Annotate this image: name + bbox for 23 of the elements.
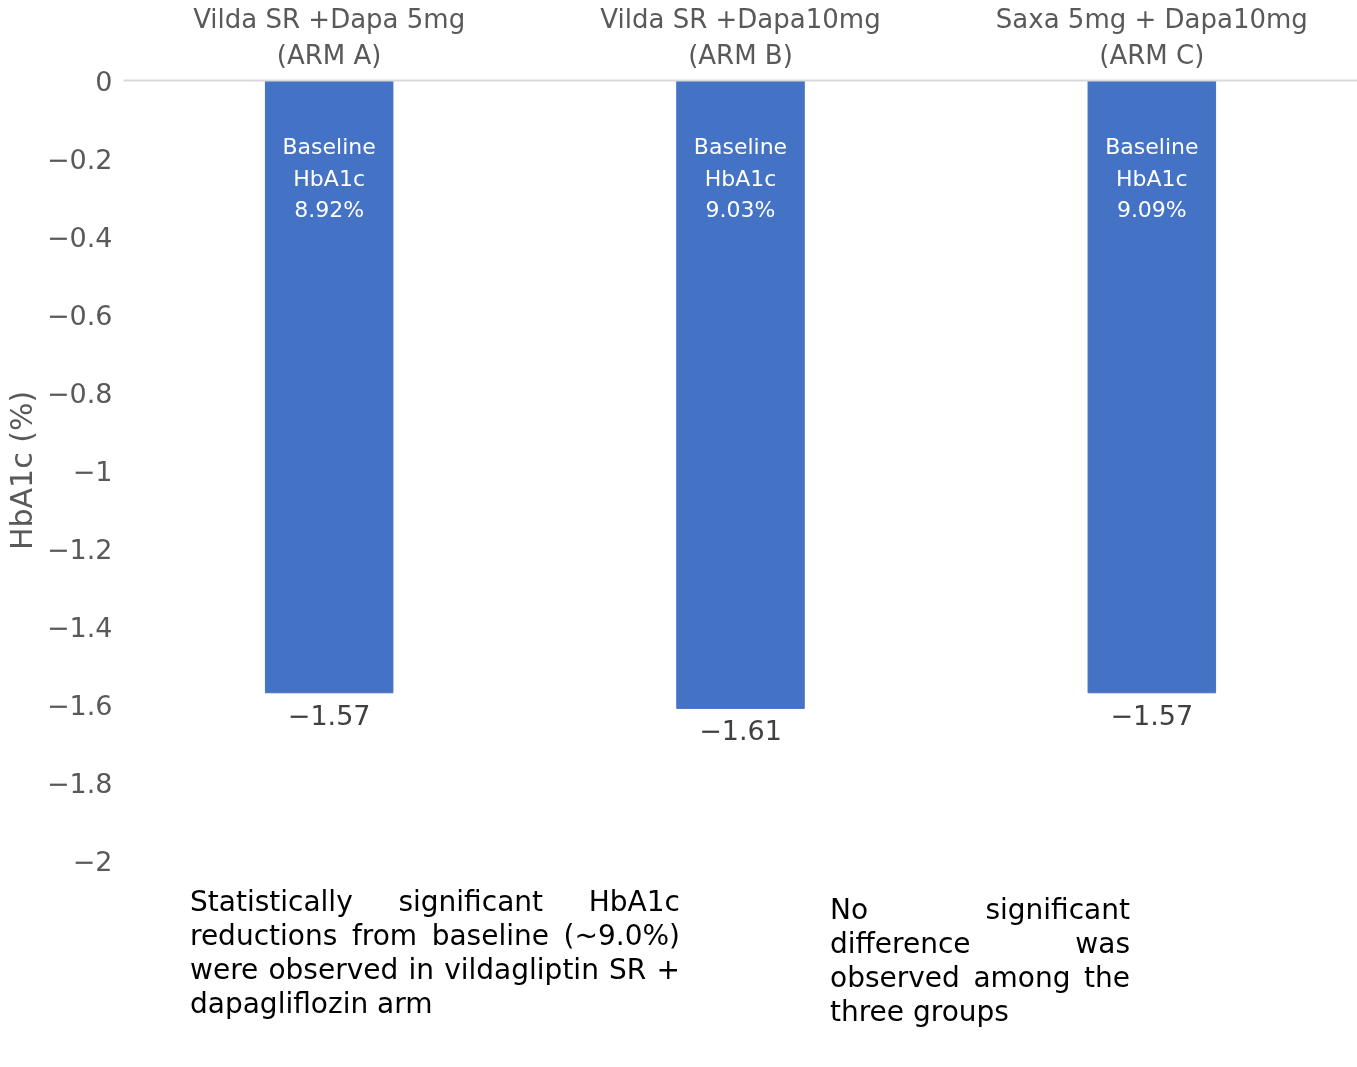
x-tick-label: Vilda SR +Dapa 5mg (ARM A) bbox=[193, 3, 466, 70]
x-tick-label: Vilda SR +Dapa10mg (ARM B) bbox=[600, 3, 881, 70]
y-axis-title: HbA1c (%) bbox=[3, 390, 39, 551]
data-label: −1.57 bbox=[1110, 699, 1194, 731]
annotation: Baseline HbA1c 9.09% bbox=[1105, 134, 1199, 222]
text: No significant difference was observed among the three groups bbox=[830, 893, 1130, 1030]
y-tick-label: −1.6 bbox=[46, 689, 113, 721]
y-tick-label: −0.2 bbox=[46, 143, 113, 175]
y-tick-label: 0 bbox=[95, 65, 113, 97]
y-tick-label: −2 bbox=[72, 845, 113, 877]
y-tick-label: −1.2 bbox=[46, 533, 113, 565]
data-label: −1.57 bbox=[287, 699, 371, 731]
y-tick-label: −0.6 bbox=[46, 299, 113, 331]
y-tick-label: −0.8 bbox=[46, 377, 113, 409]
y-tick-label: −0.4 bbox=[46, 221, 113, 253]
y-tick-label: −1.4 bbox=[46, 611, 113, 643]
y-tick-label: −1.8 bbox=[46, 767, 113, 799]
annotation: Baseline HbA1c 8.92% bbox=[282, 134, 376, 222]
y-tick-label: −1 bbox=[72, 455, 113, 487]
annotation: Baseline HbA1c 9.03% bbox=[693, 134, 788, 222]
x-tick-label: Saxa 5mg + Dapa10mg (ARM C) bbox=[995, 3, 1308, 70]
data-label: −1.61 bbox=[699, 715, 782, 747]
text: Statistically significant HbA1c reductions from baseline (~9.0%) were observed in vildagliptin SR + dapagliflozin arm bbox=[190, 885, 680, 1022]
